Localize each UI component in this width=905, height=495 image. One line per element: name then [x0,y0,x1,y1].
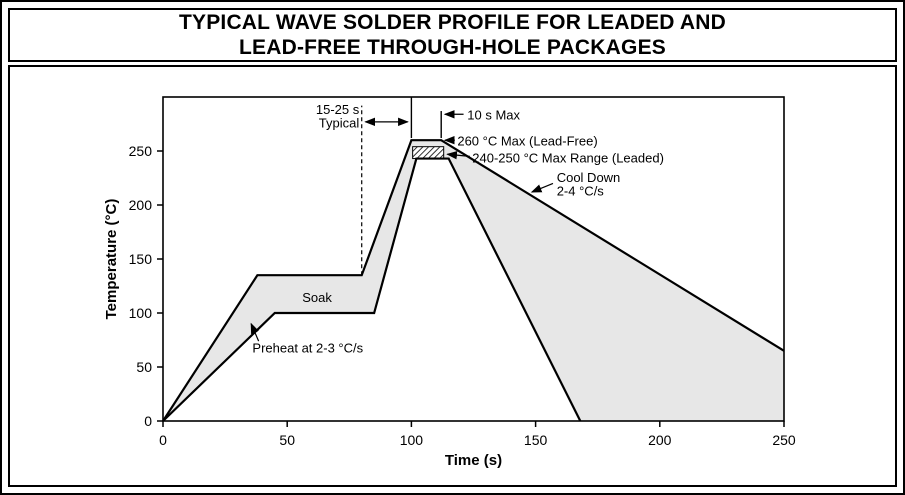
x-tick-label: 250 [772,432,796,448]
chart-title-line-2: LEAD-FREE THROUGH-HOLE PACKAGES [239,36,666,59]
annotation-preheat: Preheat at 2-3 °C/s [250,322,364,356]
y-tick-label: 0 [144,413,152,429]
x-tick-label: 50 [279,432,295,448]
x-tick-label: 150 [524,432,548,448]
annotation-text: 15-25 s [316,102,360,117]
annotation-arrow [250,322,260,342]
annotation-text: 260 °C Max (Lead-Free) [457,134,597,149]
x-tick-label: 100 [400,432,424,448]
y-tick-label: 200 [129,197,153,213]
annotation-text: Typical [319,115,360,130]
process-window-band [163,140,784,421]
y-tick-label: 100 [129,305,153,321]
y-tick-label: 50 [136,359,152,375]
annotation-soak: Soak [302,290,332,305]
leaded-max-range-hatch [412,146,445,160]
annotation-leadfree-max: 260 °C Max (Lead-Free) [443,134,598,149]
y-tick-label: 250 [129,143,153,159]
x-tick-label: 0 [159,432,167,448]
x-axis-label: Time (s) [445,452,502,469]
y-axis-label: Temperature (°C) [103,199,120,320]
annotation-text: Preheat at 2-3 °C/s [252,341,363,356]
annotation-text: Cool Down [557,170,621,185]
annotation-text: 2-4 °C/s [557,183,605,198]
annotation-arrow [530,182,554,193]
chart-title: TYPICAL WAVE SOLDER PROFILE FOR LEADED A… [8,8,897,62]
annotation-ten-s-max: 10 s Max [443,107,521,122]
annotation-text: Soak [302,290,332,305]
chart-title-line-1: TYPICAL WAVE SOLDER PROFILE FOR LEADED A… [178,10,727,34]
x-tick-label: 200 [648,432,672,448]
annotation-text: 10 s Max [467,107,520,122]
chart-svg: 0 50 100 150 200 250 0 50 100 150 200 250 Time (s) Te… [103,96,796,469]
annotation-text: 240-250 °C Max Range (Leaded) [472,150,664,165]
annotation-arrow [446,150,470,160]
chart-area: 0 50 100 150 200 250 0 50 100 150 200 250 Time (s) Te… [8,65,897,487]
y-tick-label: 150 [129,251,153,267]
annotation-leaded-max-range: 240-250 °C Max Range (Leaded) [446,150,664,165]
upper-limit-profile-line [162,139,785,422]
